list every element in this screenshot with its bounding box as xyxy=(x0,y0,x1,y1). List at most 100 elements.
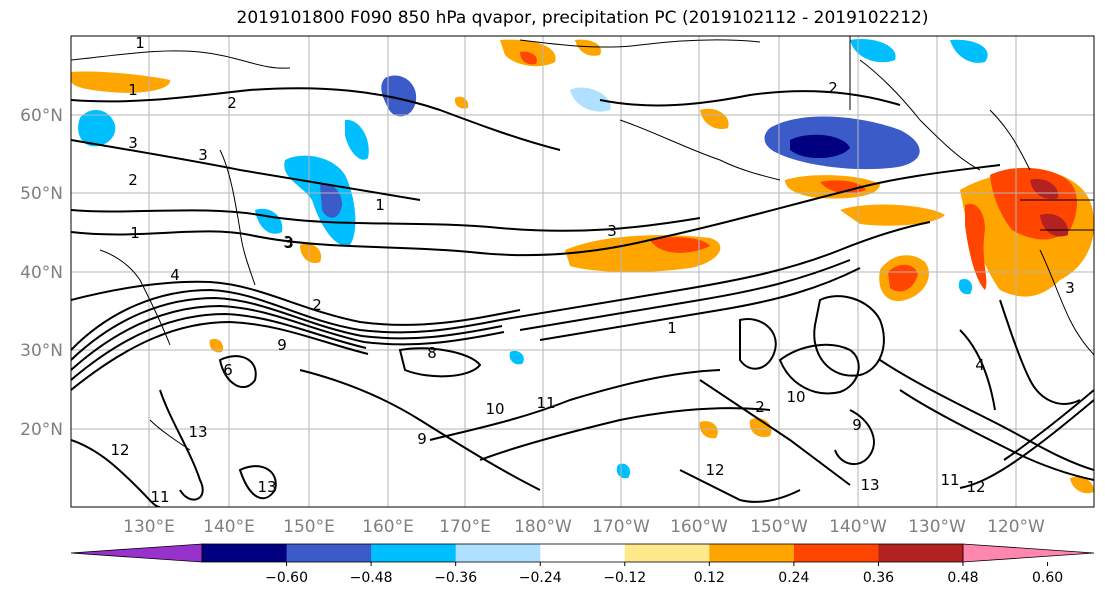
colorbar-bin xyxy=(878,544,964,562)
contour-label: 2 xyxy=(227,94,237,112)
precip-patch xyxy=(888,264,918,292)
precip-patch xyxy=(840,204,945,226)
lat-label: 30°N xyxy=(20,341,63,361)
colorbar-bin xyxy=(540,544,626,562)
lat-label: 20°N xyxy=(20,420,63,440)
colorbar-tick-label: −0.36 xyxy=(434,570,477,586)
precip-patch xyxy=(820,180,866,194)
contour-label: 13 xyxy=(188,423,207,441)
colorbar-outline xyxy=(201,543,964,563)
colorbar-tick-label: 0.48 xyxy=(947,570,978,586)
precip-patch xyxy=(965,203,987,290)
precip-patch xyxy=(71,71,171,93)
contour-label: 3 xyxy=(198,146,208,164)
contour-label: 1 xyxy=(130,224,140,242)
contour-label: 8 xyxy=(427,344,437,362)
contour-label: 2 xyxy=(312,296,322,314)
lat-label: 50°N xyxy=(20,184,63,204)
contour-label: 13 xyxy=(257,478,276,496)
lon-label: 160°W xyxy=(670,517,728,537)
precip-patch xyxy=(320,183,342,218)
contour-label: 11 xyxy=(940,471,959,489)
contour-label: 4 xyxy=(975,356,985,374)
contour-label: 13 xyxy=(860,476,879,494)
lat-label: 40°N xyxy=(20,263,63,283)
contour-label: 3 xyxy=(283,233,293,251)
precip-patch xyxy=(78,109,116,147)
colorbar-tick-label: −0.12 xyxy=(603,570,646,586)
precip-patch xyxy=(850,38,896,63)
lon-label: 150°E xyxy=(283,517,335,537)
contour-label: 1 xyxy=(135,34,145,52)
lon-axis: 130°E 140°E 150°E 160°E 170°E 180°W 170°… xyxy=(123,517,1045,537)
map-border xyxy=(70,35,1095,508)
contour-label: 9 xyxy=(417,430,427,448)
precip-patch xyxy=(209,338,224,353)
colorbar-bin xyxy=(371,544,457,562)
lon-label: 140°E xyxy=(203,517,255,537)
lat-axis: 60°N 50°N 40°N 30°N 20°N xyxy=(20,106,63,440)
colorbar-tick-label: −0.24 xyxy=(519,570,562,586)
precip-patch xyxy=(790,134,850,159)
contour-label: 3 xyxy=(284,234,294,252)
precip-patch xyxy=(300,243,322,264)
colorbar-bin xyxy=(286,544,372,562)
contour-label: 10 xyxy=(786,388,805,406)
precip-patch xyxy=(345,119,369,160)
contour-label: 4 xyxy=(170,266,180,284)
lon-label: 170°E xyxy=(439,517,491,537)
contour-label: 6 xyxy=(223,361,233,379)
precip-patch xyxy=(520,51,537,65)
contour-label: 11 xyxy=(536,394,555,412)
precip-patch xyxy=(1070,476,1094,494)
lon-label: 140°W xyxy=(829,517,887,537)
map-title: 2019101800 F090 850 hPa qvapor, precipit… xyxy=(236,8,929,28)
lat-label: 60°N xyxy=(20,106,63,126)
contour-label: 1 xyxy=(128,81,138,99)
contour-label: 9 xyxy=(277,336,287,354)
colorbar-bin xyxy=(624,544,710,562)
colorbar-tick-label: 0.12 xyxy=(694,570,725,586)
precip-patch xyxy=(699,421,718,439)
precip-patch xyxy=(509,350,524,365)
precip-patch xyxy=(1040,213,1069,237)
precip-patch xyxy=(616,463,631,479)
colorbar-tick-label: 0.24 xyxy=(778,570,809,586)
colorbar-tick-label: −0.60 xyxy=(265,570,308,586)
contour-label: 12 xyxy=(966,478,985,496)
grid-lines xyxy=(71,36,1094,507)
contour-label: 10 xyxy=(485,400,504,418)
contour-label: 2 xyxy=(755,398,765,416)
precip-patch xyxy=(700,108,729,130)
contour-label: 12 xyxy=(110,441,129,459)
contour-label: 3 xyxy=(1065,279,1075,297)
precip-patch xyxy=(650,237,710,253)
colorbar-extend-high xyxy=(962,543,1095,563)
colorbar-tick-label: −0.48 xyxy=(350,570,393,586)
lon-label: 160°E xyxy=(362,517,414,537)
contour-label: 2 xyxy=(828,79,838,97)
colorbar-labels: −0.60 −0.48 −0.36 −0.24 −0.12 0.12 0.24 0.36 0.4… xyxy=(265,562,1063,586)
colorbar-tick-label: 0.36 xyxy=(863,570,894,586)
lon-label: 170°W xyxy=(592,517,650,537)
precip-patch xyxy=(381,75,417,117)
contour-label: 9 xyxy=(852,416,862,434)
colorbar xyxy=(70,543,1095,563)
contour-label: 1 xyxy=(375,196,385,214)
colorbar-bin xyxy=(709,544,795,562)
contour-label: 12 xyxy=(705,461,724,479)
precip-patch xyxy=(1030,179,1059,200)
contour-label: 2 xyxy=(128,171,138,189)
colorbar-bin xyxy=(793,544,879,562)
lon-label: 150°W xyxy=(750,517,808,537)
colorbar-tick-label: 0.60 xyxy=(1032,570,1063,586)
colorbar-extend-low xyxy=(70,543,203,563)
lon-label: 120°W xyxy=(987,517,1045,537)
contour-label: 3 xyxy=(128,134,138,152)
contour-label: 3 xyxy=(607,222,617,240)
qvapor-contours xyxy=(71,87,1094,507)
lon-label: 130°E xyxy=(123,517,175,537)
precip-patch xyxy=(958,278,973,295)
